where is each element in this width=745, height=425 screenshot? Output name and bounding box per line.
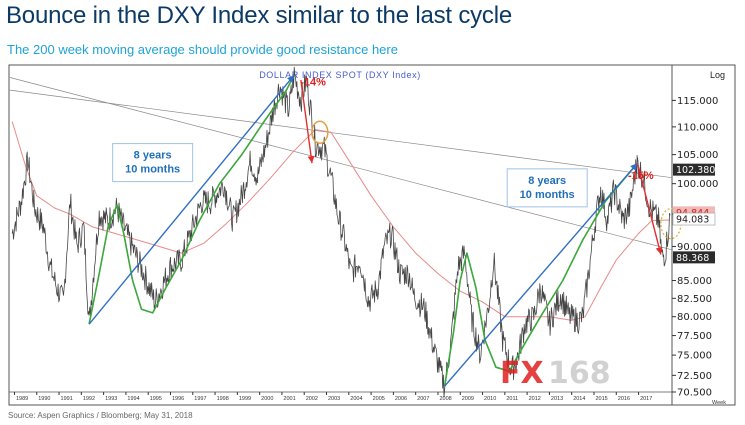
x-tick-label: 1998 [217,396,229,402]
x-tick-label: 2008 [439,396,451,402]
rally-arrow-head [630,163,638,171]
green-cycle-wave [88,74,295,325]
x-axis-name: Week [712,400,726,406]
x-tick-label: 1995 [150,396,162,402]
duration-label: 8 years [134,150,172,162]
y-tick-label: 72.500 [677,371,712,382]
x-tick-label: 1989 [16,396,28,402]
x-tick-label: 2017 [640,396,652,402]
y-tick-label: 82.500 [677,294,712,305]
watermark-fx: FX [500,356,544,391]
x-tick-label: 2004 [350,396,362,402]
y-tick-label: 105.000 [677,150,718,161]
value-label-box [673,163,715,176]
plot-frame [8,64,736,406]
x-tick-label: 1999 [239,396,251,402]
x-tick-label: 2007 [417,396,429,402]
x-tick-label: 2013 [551,396,563,402]
x-tick-label: 2006 [395,396,407,402]
x-tick-label: 1994 [127,396,139,402]
x-tick-label: 2016 [618,396,630,402]
decline-arrow-head [307,155,315,164]
decline-arrow [300,79,313,164]
x-tick-label: 2003 [328,396,340,402]
y-tick-label: 110.000 [677,122,718,133]
value-label-box [672,212,716,226]
y-tick-label: 115.000 [677,96,718,107]
x-tick-label: 2001 [283,396,295,402]
decline-percent-label: -14% [300,77,326,89]
decline-percent-label: -15% [628,170,654,182]
y-tick-label: 90.000 [677,242,712,253]
duration-box [506,168,588,208]
x-tick-label: 2012 [529,396,541,402]
page-title: Bounce in the DXY Index similar to the l… [6,2,513,29]
x-tick-label: 2014 [573,396,585,402]
duration-label: 10 months [125,164,180,176]
source-note: Source: Aspen Graphics / Bloomberg; May … [8,411,193,420]
trend-channel-line [9,89,673,179]
x-tick-label: 2000 [261,396,273,402]
rally-arrow [444,162,638,387]
x-tick-label: 2005 [373,396,385,402]
decline-arrow [636,162,662,255]
x-tick-label: 2015 [595,396,607,402]
x-tick-label: 1990 [38,396,50,402]
x-tick-label: 1997 [194,396,206,402]
value-label: 94.083 [676,215,709,226]
duration-label: 8 years [528,175,566,187]
y-tick-label: 75.000 [677,351,712,362]
value-label: 88.368 [676,253,709,264]
x-tick-label: 2009 [462,396,474,402]
x-tick-label: 2010 [484,396,496,402]
highlight-circle [311,120,329,145]
duration-box [112,143,194,183]
price-line [11,66,671,398]
page-subtitle: The 200 week moving average should provi… [7,42,398,57]
y-tick-label: 77.500 [677,331,712,342]
x-tick-label: 2011 [506,396,518,402]
x-tick-label: 1991 [61,396,73,402]
rally-arrow-head [287,75,295,83]
trend-channel-line [9,77,673,251]
value-label-box [673,251,715,264]
green-cycle-wave [443,162,639,387]
rally-arrow [88,74,295,325]
value-label: 102.380 [676,165,715,176]
x-tick-label: 1992 [83,396,95,402]
chart-title: DOLLAR INDEX SPOT (DXY Index) [259,70,421,80]
moving-average-line [11,121,670,321]
duration-label: 10 months [520,189,575,201]
y-tick-label: 80.000 [677,312,712,323]
x-tick-label: 2002 [306,396,318,402]
y-axis-name: Log [710,70,725,80]
decline-arrow-head [655,246,663,255]
y-tick-label: 70.500 [677,388,712,399]
y-tick-label: 100.000 [677,179,718,190]
watermark-168: 168 [548,356,611,391]
x-tick-label: 1993 [105,396,117,402]
x-tick-label: 1996 [172,396,184,402]
y-tick-label: 85.000 [677,276,712,287]
